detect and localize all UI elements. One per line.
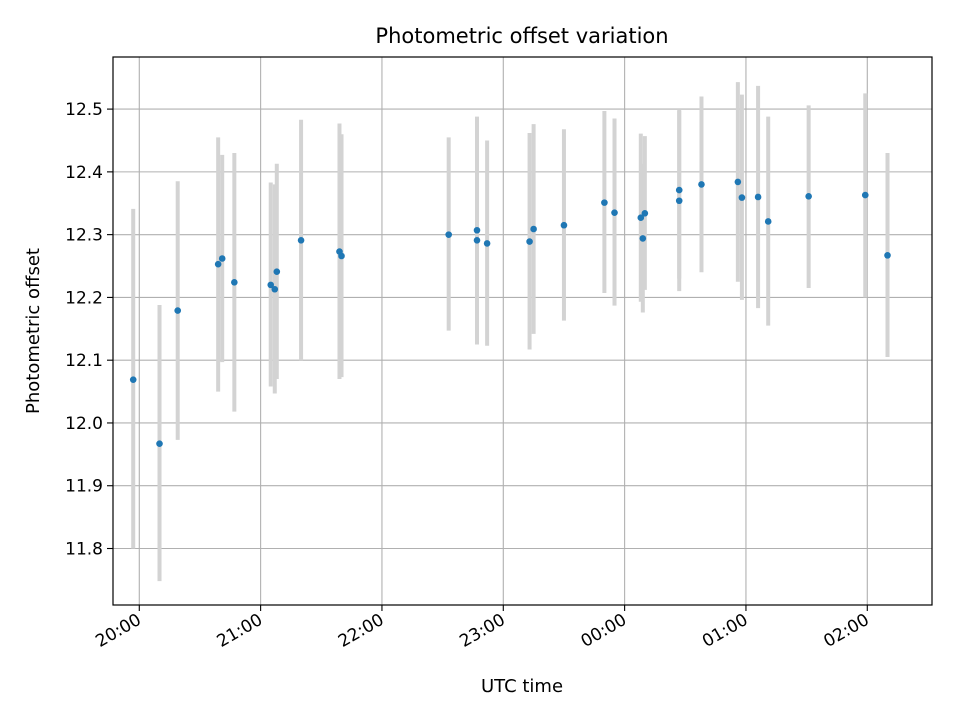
- y-tick-label: 12.4: [65, 163, 103, 183]
- data-point: [764, 218, 772, 225]
- data-point: [473, 236, 481, 244]
- data-point: [611, 209, 618, 216]
- y-tick-label: 12.1: [65, 351, 103, 371]
- grid: [113, 57, 932, 605]
- data-point: [884, 252, 891, 259]
- data-point: [473, 226, 481, 234]
- plot-frame: [112, 56, 933, 606]
- data-point: [754, 193, 762, 201]
- data-point: [698, 181, 705, 188]
- data-point: [738, 194, 746, 201]
- data-point: [861, 191, 869, 199]
- chart-title: Photometric offset variation: [375, 24, 668, 48]
- y-tick-label: 12.2: [65, 288, 103, 308]
- y-tick-label: 12.3: [65, 226, 103, 246]
- data-point: [675, 186, 683, 194]
- data-point: [218, 255, 226, 262]
- y-tick-label: 11.9: [65, 477, 103, 497]
- data-point: [641, 210, 649, 217]
- x-axis-label: UTC time: [481, 676, 563, 697]
- data-point: [338, 252, 345, 260]
- data-point: [231, 279, 238, 286]
- data-point: [639, 235, 647, 242]
- data-point: [156, 440, 163, 447]
- data-point: [267, 281, 275, 289]
- y-tick-label: 11.8: [65, 540, 103, 560]
- y-axis-label: Photometric offset: [23, 248, 44, 414]
- data-points: [129, 178, 891, 447]
- data-point: [675, 197, 683, 205]
- y-tick-label: 12.0: [65, 414, 103, 434]
- data-point: [637, 214, 645, 221]
- data-point: [483, 240, 491, 247]
- data-point: [174, 307, 182, 314]
- y-tick-label: 12.5: [65, 100, 103, 120]
- data-point: [297, 236, 305, 244]
- data-point: [271, 285, 279, 293]
- data-point: [526, 238, 533, 245]
- y-axis-ticks: 11.8 11.9 12.0 12.1 12.2 12.3 12.4 12.5: [65, 100, 113, 560]
- data-point: [560, 221, 568, 229]
- data-point: [805, 193, 812, 200]
- data-point: [734, 178, 742, 186]
- data-point: [601, 199, 608, 206]
- data-point: [129, 376, 137, 383]
- data-point: [530, 225, 537, 233]
- data-point: [214, 260, 222, 268]
- data-point: [445, 231, 452, 238]
- data-point: [273, 268, 281, 275]
